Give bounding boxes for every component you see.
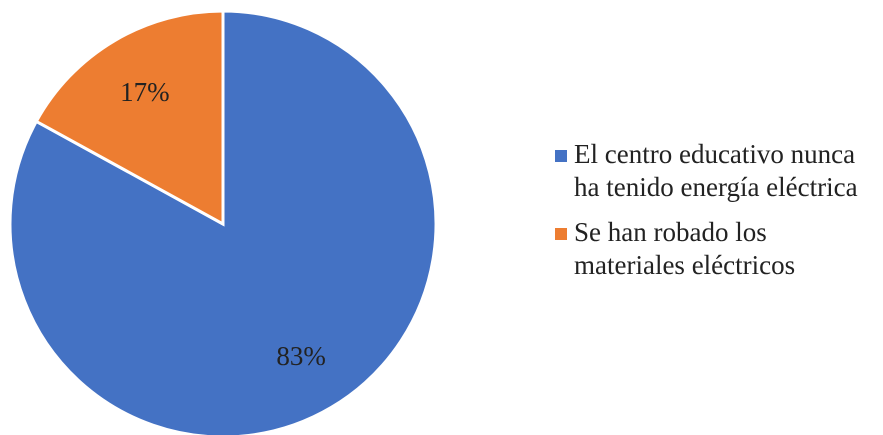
legend-label-centro-sin-energia: El centro educativo nunca ha tenido ener… (574, 139, 858, 202)
legend-item-centro-sin-energia: El centro educativo nunca ha tenido ener… (555, 138, 880, 204)
legend: El centro educativo nunca ha tenido ener… (555, 138, 880, 294)
pie-data-labels: 83% 17% (120, 77, 326, 371)
data-label-centro-sin-energia: 83% (276, 341, 326, 371)
pie-slice-materiales-robados (34, 9, 225, 227)
pie-slice-centro-sin-energia (8, 9, 438, 435)
data-label-materiales-robados: 17% (120, 77, 170, 107)
legend-swatch-centro-sin-energia (555, 150, 567, 162)
legend-item-materiales-robados: Se han robado los materiales eléctricos (555, 216, 880, 282)
pie-slices (8, 9, 438, 435)
legend-label-materiales-robados: Se han robado los materiales eléctricos (574, 217, 796, 280)
legend-swatch-materiales-robados (555, 228, 567, 240)
